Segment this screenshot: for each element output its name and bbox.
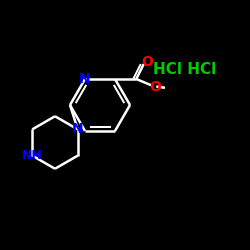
Text: N: N — [72, 122, 84, 136]
Text: O: O — [149, 80, 161, 94]
Text: HCl HCl: HCl HCl — [154, 62, 216, 78]
Text: O: O — [142, 55, 154, 69]
Text: NH: NH — [22, 149, 43, 162]
Text: N: N — [79, 72, 91, 86]
